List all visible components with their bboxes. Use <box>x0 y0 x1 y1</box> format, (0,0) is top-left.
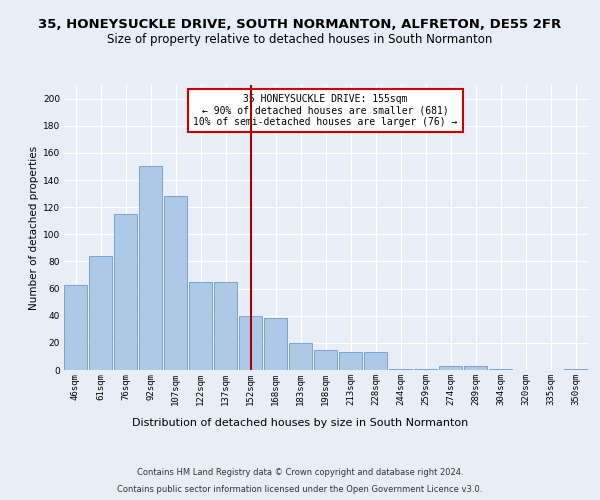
Bar <box>389 368 412 370</box>
Bar <box>439 366 462 370</box>
Text: Distribution of detached houses by size in South Normanton: Distribution of detached houses by size … <box>132 418 468 428</box>
Bar <box>314 350 337 370</box>
Text: Contains HM Land Registry data © Crown copyright and database right 2024.: Contains HM Land Registry data © Crown c… <box>137 468 463 477</box>
Bar <box>89 256 112 370</box>
Bar <box>114 214 137 370</box>
Y-axis label: Number of detached properties: Number of detached properties <box>29 146 39 310</box>
Text: Contains public sector information licensed under the Open Government Licence v3: Contains public sector information licen… <box>118 484 482 494</box>
Bar <box>64 284 87 370</box>
Text: 35, HONEYSUCKLE DRIVE, SOUTH NORMANTON, ALFRETON, DE55 2FR: 35, HONEYSUCKLE DRIVE, SOUTH NORMANTON, … <box>38 18 562 30</box>
Bar <box>364 352 387 370</box>
Bar <box>189 282 212 370</box>
Bar <box>414 368 437 370</box>
Bar <box>289 343 312 370</box>
Bar <box>264 318 287 370</box>
Bar <box>564 368 587 370</box>
Bar <box>464 366 487 370</box>
Bar <box>239 316 262 370</box>
Text: Size of property relative to detached houses in South Normanton: Size of property relative to detached ho… <box>107 32 493 46</box>
Bar <box>489 368 512 370</box>
Bar <box>214 282 237 370</box>
Bar <box>339 352 362 370</box>
Bar <box>139 166 162 370</box>
Text: 35 HONEYSUCKLE DRIVE: 155sqm
← 90% of detached houses are smaller (681)
10% of s: 35 HONEYSUCKLE DRIVE: 155sqm ← 90% of de… <box>193 94 458 126</box>
Bar <box>164 196 187 370</box>
